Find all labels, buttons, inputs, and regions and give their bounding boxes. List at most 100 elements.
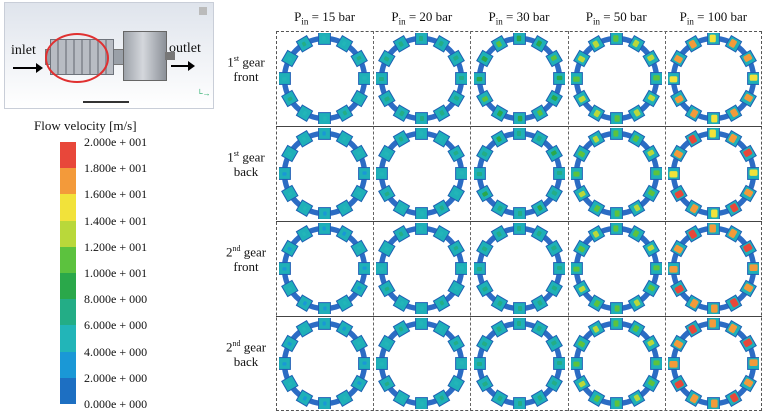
blade-passage [433, 225, 451, 243]
blade-passage [669, 49, 688, 68]
blade-passage [433, 389, 451, 407]
legend-swatch [60, 142, 76, 169]
blade-passage [433, 104, 451, 122]
velocity-contour-cell [667, 33, 759, 124]
blade-passage [642, 374, 660, 393]
blade-passage [570, 262, 583, 275]
blade-passage [490, 294, 508, 312]
blade-passage [667, 357, 680, 370]
blade-passage [667, 72, 680, 85]
row-label-ordinal: st [233, 148, 240, 158]
blade-passage [378, 334, 396, 353]
blade-passage [447, 184, 466, 203]
blade-passage [684, 389, 703, 407]
blade-passage [747, 167, 759, 180]
column-header-value: = 30 bar [502, 9, 550, 24]
blade-passage [530, 389, 548, 407]
blade-passage [281, 49, 299, 68]
blade-passage [706, 128, 720, 140]
blade-passage [490, 104, 508, 122]
blade-passage [706, 397, 720, 409]
column-header-subscript: in [686, 16, 694, 27]
blade-passage [358, 262, 371, 275]
row-label-word: gear [239, 148, 265, 164]
blade-passage [281, 144, 299, 163]
blade-passage [415, 397, 429, 409]
grid-row-divider [276, 126, 762, 127]
blade-passage [378, 184, 396, 203]
blade-passage [627, 199, 645, 217]
blade-passage [490, 225, 508, 243]
blade-passage [724, 294, 743, 312]
impeller-ring [573, 320, 659, 407]
blade-passage [587, 35, 605, 53]
outlet-arrow-icon [171, 61, 195, 71]
legend-tick-label: 1.600e + 001 [84, 187, 148, 202]
motor [123, 31, 167, 81]
legend-tick-label: 1.400e + 001 [84, 213, 148, 228]
column-header-value: = 20 bar [405, 9, 453, 24]
legend-tick-label: 2.000e + 001 [84, 135, 148, 149]
blade-passage [455, 167, 468, 180]
blade-passage [378, 239, 396, 258]
blade-passage [350, 374, 369, 393]
velocity-contour-cell [667, 318, 759, 409]
impeller-ring [573, 225, 659, 312]
legend-tick-label: 8.000e + 000 [84, 292, 148, 307]
blade-passage [642, 144, 660, 163]
blade-passage [433, 320, 451, 338]
velocity-contour-cell [570, 33, 662, 124]
blade-passage [335, 104, 354, 122]
blade-passage [318, 397, 332, 409]
column-header: Pin = 15 bar [280, 9, 370, 27]
blade-passage [627, 35, 645, 53]
blade-passage [415, 33, 429, 45]
blade-passage [475, 374, 494, 393]
impeller-ring [379, 225, 465, 312]
blade-passage [415, 207, 429, 219]
velocity-contour-cell [570, 128, 662, 219]
blade-passage [279, 262, 291, 275]
blade-passage [747, 357, 759, 370]
blade-passage [724, 35, 743, 53]
blade-passage [512, 318, 526, 330]
velocity-contour-cell [279, 318, 371, 409]
blade-passage [706, 318, 720, 330]
blade-passage [393, 130, 411, 148]
row-label-ordinal: nd [232, 243, 241, 253]
blade-passage [295, 389, 314, 407]
blade-passage [350, 279, 369, 298]
blade-passage [512, 207, 526, 219]
row-label-word: gear [239, 53, 265, 69]
blade-passage [669, 89, 688, 108]
blade-passage [335, 199, 354, 217]
blade-passage [669, 334, 688, 353]
blade-passage [627, 320, 645, 338]
blade-passage [649, 167, 662, 180]
row-label-ordinal: nd [232, 338, 241, 348]
blade-passage [281, 89, 299, 108]
blade-passage [350, 49, 369, 68]
blade-passage [530, 320, 548, 338]
impeller-ring [670, 320, 757, 407]
blade-passage [281, 279, 299, 298]
blade-passage [512, 128, 526, 140]
blade-passage [350, 184, 369, 203]
velocity-contour-cell [473, 318, 565, 409]
blade-passage [724, 130, 743, 148]
legend-swatch [60, 220, 76, 248]
grid-column-divider [664, 31, 666, 411]
blade-passage [570, 167, 583, 180]
blade-passage [335, 35, 354, 53]
column-header-value: = 100 bar [693, 9, 748, 24]
impeller-ring [281, 225, 368, 312]
impeller-ring [670, 130, 757, 217]
legend-swatch [60, 299, 76, 326]
blade-passage [378, 374, 396, 393]
velocity-contour-cell [473, 128, 565, 219]
blade-passage [473, 167, 486, 180]
blade-passage [295, 225, 314, 243]
legend-swatch [60, 168, 76, 195]
blade-passage [747, 262, 759, 275]
blade-passage [415, 128, 429, 140]
